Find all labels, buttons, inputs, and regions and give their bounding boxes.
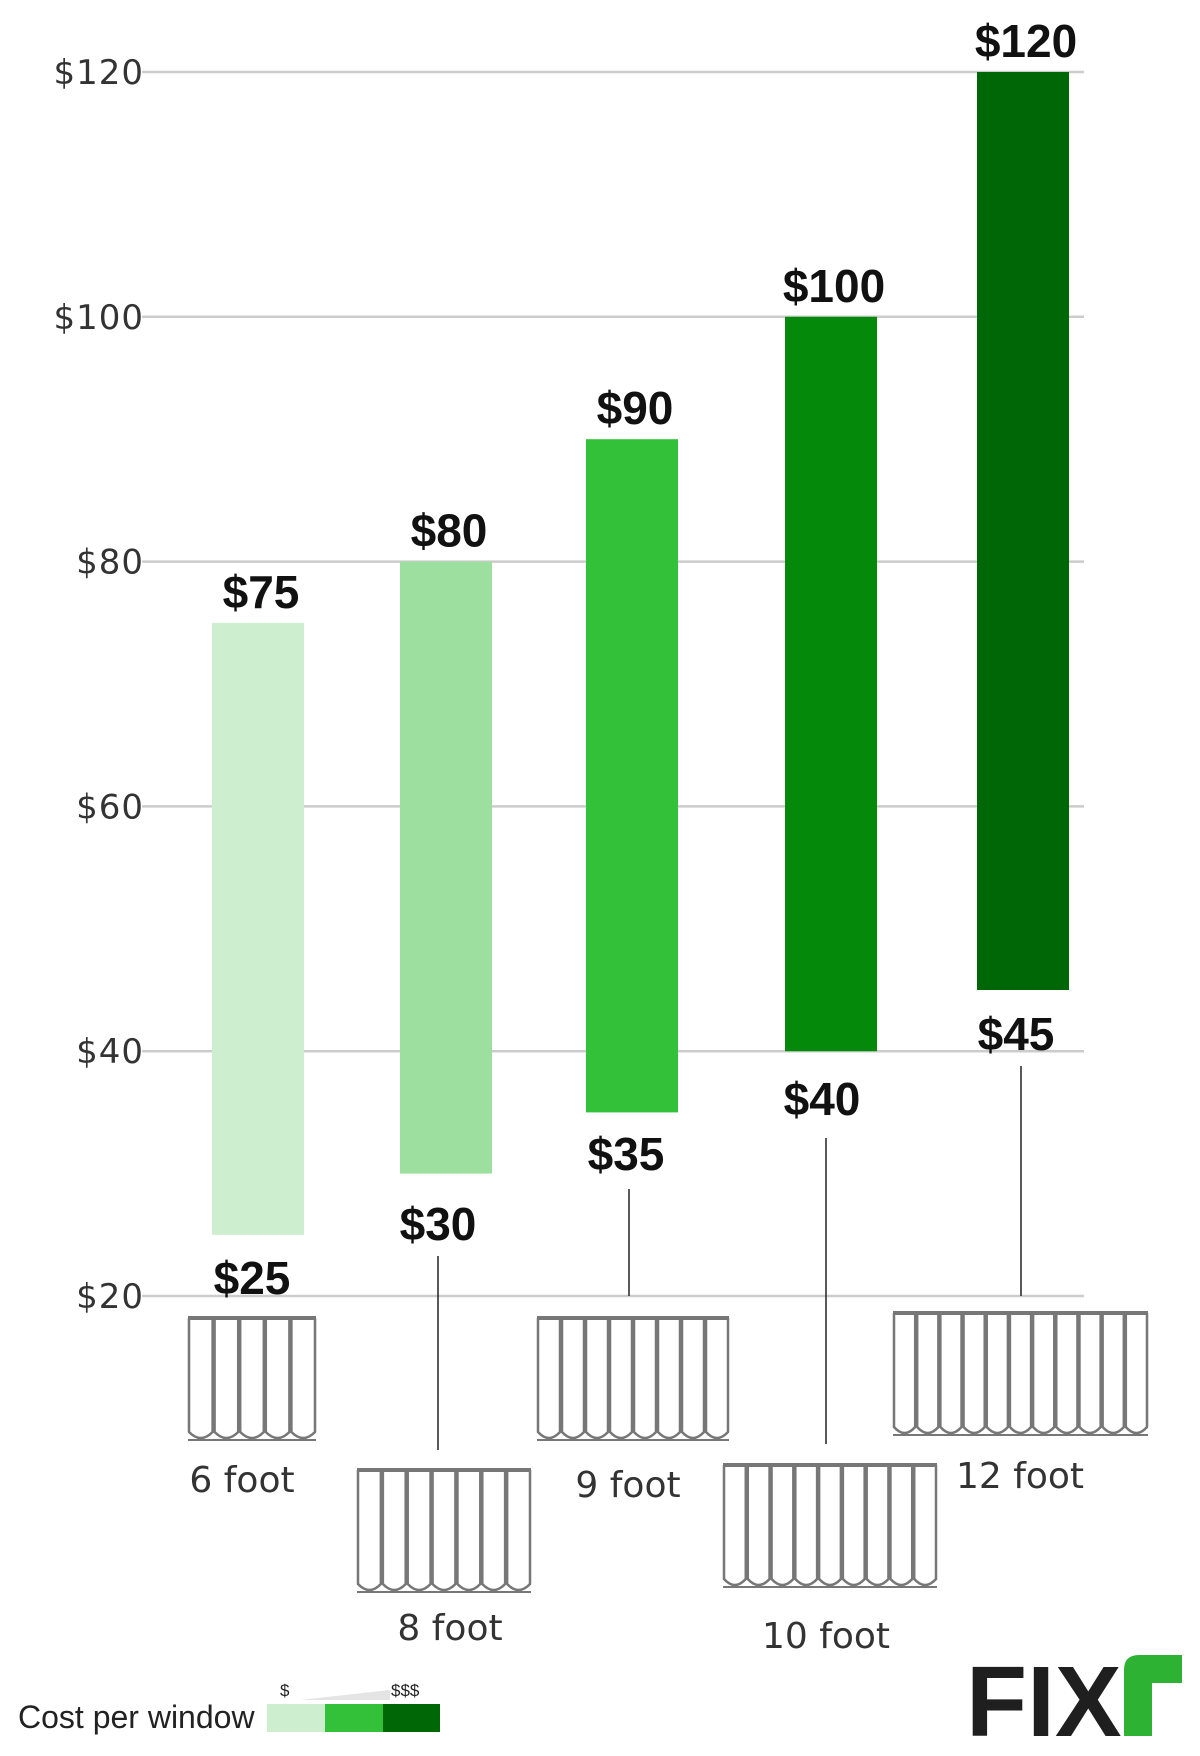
y-tick-label: $100	[53, 298, 144, 338]
curtain-panel	[817, 1465, 843, 1587]
low-value-label: $25	[214, 1252, 291, 1304]
curtain-panel	[865, 1465, 890, 1587]
curtain-panel	[187, 1318, 214, 1440]
bar-12-foot	[977, 72, 1069, 990]
curtain-panel	[656, 1318, 682, 1440]
logo-r-mark	[1124, 1655, 1182, 1736]
category-label: 6 foot	[189, 1460, 294, 1501]
bars	[212, 72, 1069, 1235]
curtain-icons	[187, 1311, 1149, 1593]
legend-low-mark: $	[280, 1681, 290, 1700]
legend-swatch-mid	[325, 1704, 383, 1732]
curtain-panel	[770, 1465, 795, 1587]
curtain-panel	[381, 1470, 407, 1592]
bar-8-foot	[400, 561, 492, 1174]
bar-9-foot	[586, 439, 678, 1113]
curtain-panel	[794, 1465, 819, 1587]
curtain-panel	[584, 1318, 610, 1440]
curtain-icon	[722, 1463, 938, 1588]
curtain-panel	[704, 1318, 730, 1440]
category-label: 10 foot	[762, 1616, 890, 1657]
low-value-label: $40	[784, 1073, 861, 1125]
y-tick-label: $120	[53, 53, 144, 93]
curtain-panel	[290, 1318, 317, 1440]
curtain-panel	[1124, 1313, 1149, 1435]
curtain-panel	[1101, 1313, 1126, 1435]
curtain-panel	[608, 1318, 634, 1440]
curtain-panel	[939, 1313, 963, 1435]
legend-high-mark: $$$	[391, 1681, 420, 1700]
low-value-label: $45	[978, 1008, 1055, 1060]
y-tick-label: $60	[76, 787, 144, 827]
bar-10-foot	[785, 316, 877, 1052]
legend: Cost per window $ $$$	[18, 1681, 440, 1735]
logo-text: FIX	[966, 1646, 1122, 1756]
curtain-panel	[456, 1470, 482, 1592]
y-tick-label: $40	[76, 1032, 144, 1072]
curtain-panel	[560, 1318, 586, 1440]
curtain-panel	[213, 1318, 240, 1440]
curtain-panel	[1031, 1313, 1056, 1435]
low-value-label: $35	[588, 1128, 665, 1180]
category-label: 9 foot	[575, 1465, 680, 1506]
value-labels: $75 $80 $90 $100 $120 $25 6 foot $30 8 foot $35 9 …	[189, 15, 1084, 1657]
curtain-icon	[187, 1316, 317, 1441]
legend-title: Cost per window	[18, 1699, 255, 1735]
curtain-panel	[915, 1313, 940, 1435]
curtain-panel	[264, 1318, 291, 1440]
curtain-panel	[481, 1470, 507, 1592]
curtain-panel	[892, 1313, 917, 1435]
curtain-panel	[238, 1318, 266, 1440]
category-label: 12 foot	[956, 1456, 1084, 1497]
high-value-label: $120	[975, 15, 1077, 67]
y-axis: $20 $40 $60 $80 $100 $120	[53, 53, 144, 1317]
curtain-panel	[841, 1465, 866, 1587]
fixr-logo: FIX	[966, 1646, 1182, 1756]
curtain-panel	[505, 1470, 532, 1592]
high-value-label: $100	[783, 260, 885, 312]
curtain-panel	[406, 1470, 432, 1592]
curtain-panel	[985, 1313, 1010, 1435]
curtain-panel	[680, 1318, 706, 1440]
curtain-panel	[962, 1313, 986, 1435]
legend-swatch-high	[383, 1704, 440, 1732]
legend-ramp	[300, 1690, 390, 1700]
curtain-icon	[356, 1468, 532, 1593]
curtain-panel	[912, 1465, 938, 1587]
curtain-panel	[1078, 1313, 1102, 1435]
category-label: 8 foot	[397, 1608, 502, 1649]
curtain-panel	[356, 1470, 383, 1592]
bar-6-foot	[212, 622, 304, 1235]
curtain-icon	[892, 1311, 1149, 1436]
curtain-panel	[746, 1465, 771, 1587]
curtain-panel	[431, 1470, 457, 1592]
high-value-label: $75	[223, 566, 300, 618]
curtain-panel	[889, 1465, 914, 1587]
y-tick-label: $20	[76, 1277, 144, 1317]
curtain-icon	[536, 1316, 730, 1441]
y-tick-label: $80	[76, 543, 144, 583]
curtain-panel	[536, 1318, 562, 1440]
legend-swatch-low	[267, 1704, 325, 1732]
curtain-panel	[1008, 1313, 1033, 1435]
low-value-label: $30	[400, 1198, 477, 1250]
high-value-label: $90	[597, 382, 674, 434]
high-value-label: $80	[411, 505, 488, 557]
curtain-panel	[1055, 1313, 1079, 1435]
curtain-panel	[722, 1465, 748, 1587]
curtain-panel	[632, 1318, 658, 1440]
